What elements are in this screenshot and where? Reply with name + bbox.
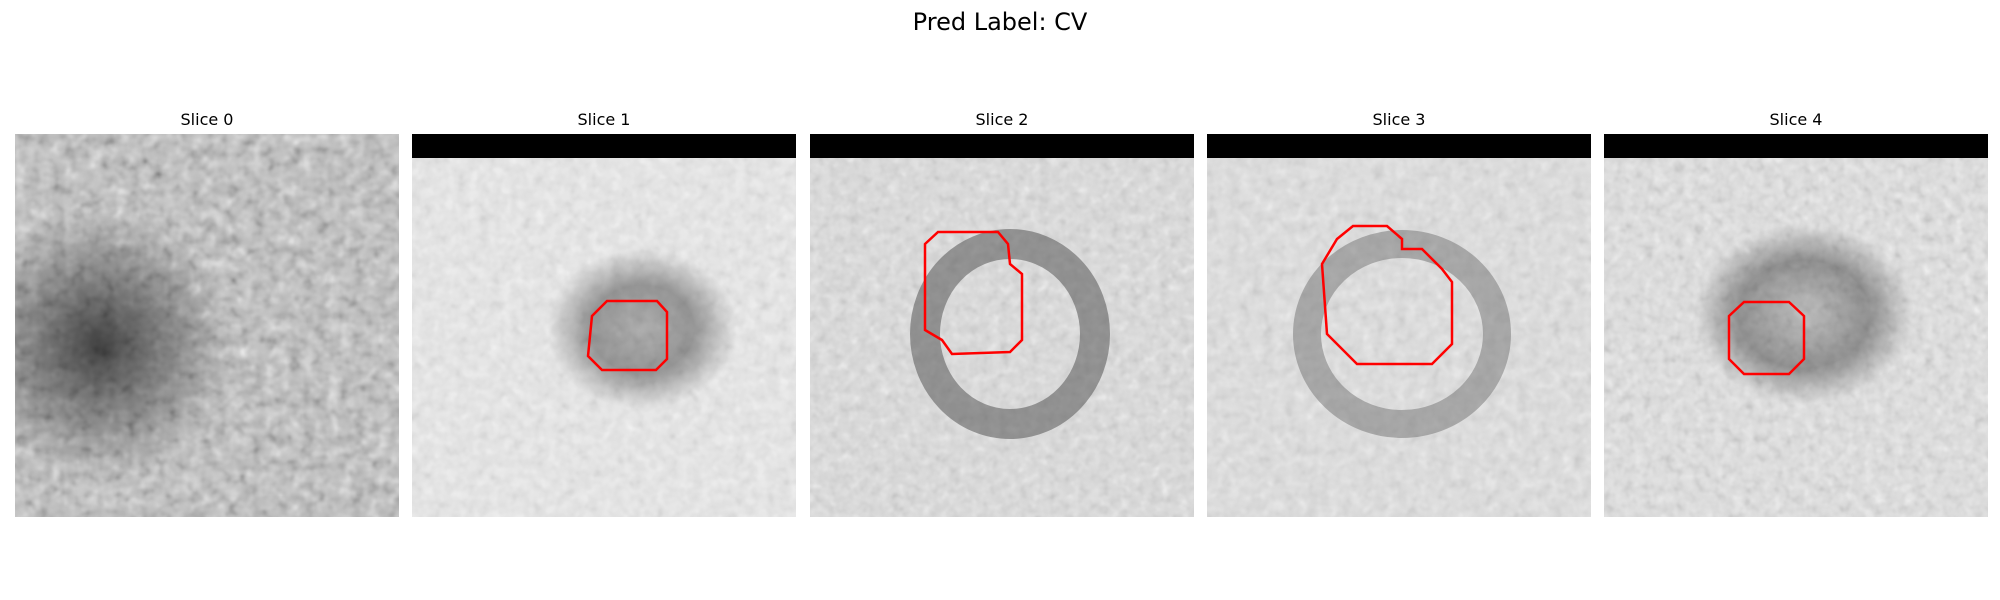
slice-panel-3: Slice 3 [1207,110,1591,517]
slice-image [1207,134,1591,517]
slice-image-graphic [1604,134,1988,517]
black-band [412,134,796,158]
contour-outline [1727,300,1806,376]
slice-title: Slice 2 [975,110,1029,129]
slice-panel-0: Slice 0 [15,110,399,517]
contour-outline [923,230,1024,356]
slice-panel-4: Slice 4 [1604,110,1988,517]
slice-panel-1: Slice 1 [412,110,796,517]
slice-image-graphic [1207,134,1591,517]
contour-outline [586,299,669,372]
slice-image [15,134,399,517]
slice-image [1604,134,1988,517]
slice-image [810,134,1194,517]
slice-image-graphic [412,134,796,517]
slice-title: Slice 4 [1769,110,1823,129]
slice-image-graphic [810,134,1194,517]
slice-panel-2: Slice 2 [810,110,1194,517]
slice-image-graphic [15,134,399,517]
slice-title: Slice 3 [1372,110,1426,129]
contour-outline [1320,224,1454,366]
figure-title: Pred Label: CV [912,8,1088,36]
black-band [1207,134,1591,158]
black-band [1604,134,1988,158]
black-band [810,134,1194,158]
slice-title: Slice 1 [577,110,631,129]
slice-title: Slice 0 [180,110,234,129]
slice-image [412,134,796,517]
